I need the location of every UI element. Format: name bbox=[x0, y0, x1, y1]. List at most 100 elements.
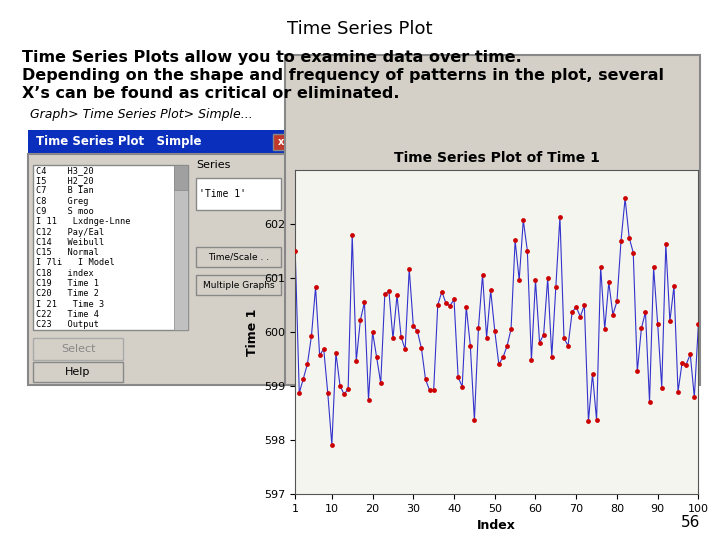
Text: Time Series Plots allow you to examine data over time.: Time Series Plots allow you to examine d… bbox=[22, 50, 522, 65]
Text: Depending on the shape and frequency of patterns in the plot, several: Depending on the shape and frequency of … bbox=[22, 68, 664, 83]
FancyBboxPatch shape bbox=[33, 165, 188, 330]
Point bbox=[558, 334, 570, 343]
Text: Help: Help bbox=[66, 367, 91, 377]
Point bbox=[310, 283, 321, 292]
Text: x: x bbox=[278, 137, 284, 147]
Point bbox=[656, 383, 667, 392]
Point bbox=[436, 287, 448, 296]
Point bbox=[334, 381, 346, 390]
FancyBboxPatch shape bbox=[196, 247, 281, 267]
Text: I5    H2_20: I5 H2_20 bbox=[36, 176, 94, 185]
Text: C20   Time 2: C20 Time 2 bbox=[36, 289, 99, 299]
Point bbox=[403, 265, 415, 273]
Point bbox=[461, 303, 472, 312]
Point bbox=[688, 393, 700, 401]
Point bbox=[355, 316, 366, 325]
Point bbox=[489, 327, 500, 335]
Point bbox=[648, 263, 660, 272]
Point bbox=[412, 327, 423, 335]
Text: Series: Series bbox=[196, 160, 230, 170]
Point bbox=[359, 298, 370, 307]
Point bbox=[619, 194, 631, 202]
Point bbox=[391, 291, 402, 300]
Point bbox=[546, 352, 557, 361]
Point bbox=[542, 274, 554, 282]
Text: C14   Weibull: C14 Weibull bbox=[36, 238, 104, 247]
Point bbox=[567, 308, 578, 316]
Point bbox=[469, 416, 480, 424]
Point bbox=[485, 286, 497, 295]
Text: C12   Pay/Eal: C12 Pay/Eal bbox=[36, 227, 104, 237]
Point bbox=[302, 360, 313, 368]
Point bbox=[538, 330, 549, 339]
FancyBboxPatch shape bbox=[196, 178, 281, 210]
Point bbox=[306, 331, 318, 340]
Point bbox=[550, 282, 562, 291]
Text: Time Series Plot: Time Series Plot bbox=[287, 20, 433, 38]
Point bbox=[599, 325, 611, 333]
Point bbox=[530, 276, 541, 285]
Point bbox=[587, 370, 598, 379]
Point bbox=[297, 374, 309, 383]
Text: C15   Normal: C15 Normal bbox=[36, 248, 99, 257]
Point bbox=[318, 345, 330, 353]
Text: C7    B Ian: C7 B Ian bbox=[36, 186, 94, 195]
Point bbox=[322, 389, 333, 397]
Point bbox=[595, 262, 606, 271]
Point bbox=[582, 417, 594, 426]
FancyBboxPatch shape bbox=[33, 338, 123, 360]
Text: Time Series Plot   Simple: Time Series Plot Simple bbox=[36, 136, 202, 148]
Point bbox=[330, 349, 342, 357]
Point bbox=[473, 323, 485, 332]
Point bbox=[685, 350, 696, 359]
Point bbox=[505, 325, 517, 333]
Point bbox=[351, 356, 362, 365]
Point bbox=[652, 320, 663, 328]
Point bbox=[371, 353, 382, 362]
Text: C18   index: C18 index bbox=[36, 269, 94, 278]
Point bbox=[579, 301, 590, 310]
Point bbox=[326, 441, 338, 449]
Text: C22   Time 4: C22 Time 4 bbox=[36, 310, 99, 319]
Point bbox=[314, 351, 325, 360]
Point bbox=[424, 386, 436, 394]
Point bbox=[554, 213, 566, 221]
Point bbox=[375, 379, 387, 388]
Point bbox=[509, 236, 521, 245]
Point bbox=[664, 317, 675, 326]
Text: C4    H3_20: C4 H3_20 bbox=[36, 166, 94, 174]
Point bbox=[521, 246, 533, 255]
Point bbox=[611, 297, 623, 306]
Point bbox=[562, 341, 574, 350]
Point bbox=[680, 360, 692, 369]
Point bbox=[518, 216, 529, 225]
FancyBboxPatch shape bbox=[273, 134, 289, 150]
Point bbox=[607, 310, 618, 319]
Point bbox=[526, 356, 537, 364]
Text: X’s can be found as critical or eliminated.: X’s can be found as critical or eliminat… bbox=[22, 86, 400, 101]
Point bbox=[408, 321, 419, 330]
Point bbox=[660, 240, 672, 248]
FancyBboxPatch shape bbox=[28, 130, 293, 154]
Y-axis label: Time 1: Time 1 bbox=[246, 308, 258, 356]
Text: Select: Select bbox=[60, 344, 95, 354]
Point bbox=[387, 334, 399, 343]
FancyBboxPatch shape bbox=[28, 154, 293, 385]
Point bbox=[644, 398, 655, 407]
Text: I 7li   I Model: I 7li I Model bbox=[36, 259, 114, 267]
Point bbox=[432, 301, 444, 309]
Point bbox=[346, 231, 358, 239]
Text: C19   Time 1: C19 Time 1 bbox=[36, 279, 99, 288]
Point bbox=[289, 247, 301, 255]
Point bbox=[452, 373, 464, 381]
Point bbox=[493, 360, 505, 368]
Point bbox=[338, 390, 350, 399]
Title: Time Series Plot of Time 1: Time Series Plot of Time 1 bbox=[394, 151, 600, 165]
Text: Multiple Graphs: Multiple Graphs bbox=[203, 280, 274, 289]
Point bbox=[400, 345, 411, 354]
Point bbox=[444, 301, 456, 310]
Point bbox=[631, 367, 643, 376]
Point bbox=[343, 384, 354, 393]
Point bbox=[616, 237, 627, 245]
Point bbox=[668, 282, 680, 291]
